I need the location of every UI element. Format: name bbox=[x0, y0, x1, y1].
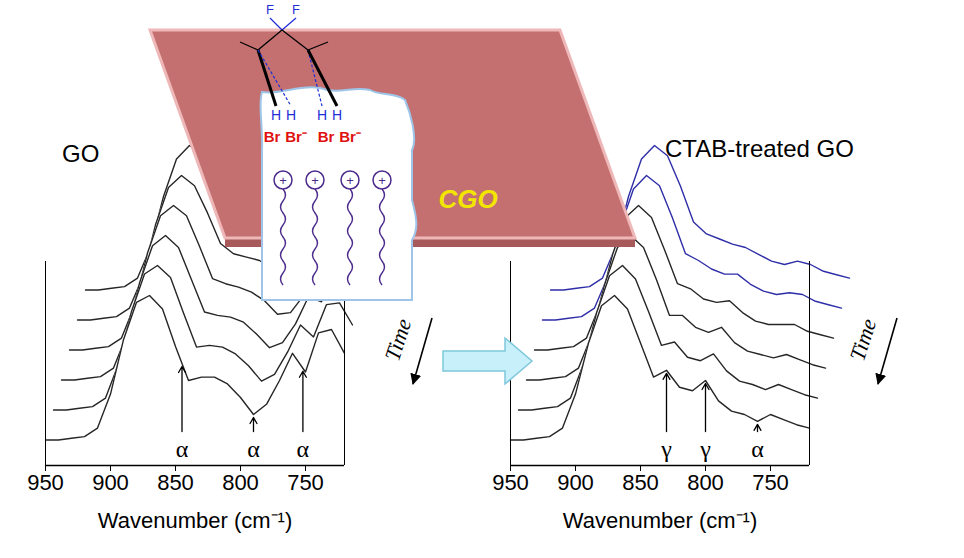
svg-text:+: + bbox=[378, 173, 386, 188]
svg-text:+: + bbox=[346, 173, 354, 188]
svg-text:H: H bbox=[317, 107, 327, 123]
svg-text:H: H bbox=[271, 107, 281, 123]
svg-text:α: α bbox=[176, 436, 189, 462]
svg-text:α: α bbox=[297, 436, 310, 462]
svg-text:Br: Br bbox=[264, 128, 281, 145]
svg-text:850: 850 bbox=[622, 470, 659, 495]
svg-text:+: + bbox=[311, 173, 319, 188]
svg-text:Time: Time bbox=[844, 315, 881, 364]
svg-text:750: 750 bbox=[752, 470, 789, 495]
svg-text:α: α bbox=[247, 436, 260, 462]
svg-text:F: F bbox=[292, 2, 300, 17]
svg-text:950: 950 bbox=[492, 470, 529, 495]
svg-text:800: 800 bbox=[687, 470, 724, 495]
svg-text:Wavenumber (cm⁻¹): Wavenumber (cm⁻¹) bbox=[98, 508, 292, 533]
svg-text:900: 900 bbox=[92, 470, 129, 495]
svg-text:Br⁻: Br⁻ bbox=[339, 128, 361, 145]
svg-text:Br: Br bbox=[318, 128, 335, 145]
svg-text:α: α bbox=[751, 436, 764, 462]
svg-text:850: 850 bbox=[157, 470, 194, 495]
svg-text:+: + bbox=[279, 173, 287, 188]
svg-text:H: H bbox=[332, 107, 342, 123]
svg-text:γ: γ bbox=[699, 436, 711, 462]
html-text:CTAB-treated GO: CTAB-treated GO bbox=[665, 135, 854, 162]
svg-text:800: 800 bbox=[222, 470, 259, 495]
svg-text:Wavenumber (cm⁻¹): Wavenumber (cm⁻¹) bbox=[563, 508, 757, 533]
svg-text:Time: Time bbox=[379, 315, 416, 364]
svg-text:950: 950 bbox=[27, 470, 64, 495]
svg-text:Br⁻: Br⁻ bbox=[285, 128, 307, 145]
svg-text:750: 750 bbox=[287, 470, 324, 495]
svg-text:γ: γ bbox=[660, 436, 672, 462]
svg-text:F: F bbox=[266, 2, 274, 17]
svg-text:H: H bbox=[286, 107, 296, 123]
html-text:GO: GO bbox=[62, 140, 100, 167]
svg-text:900: 900 bbox=[557, 470, 594, 495]
svg-text:CGO: CGO bbox=[438, 184, 497, 214]
